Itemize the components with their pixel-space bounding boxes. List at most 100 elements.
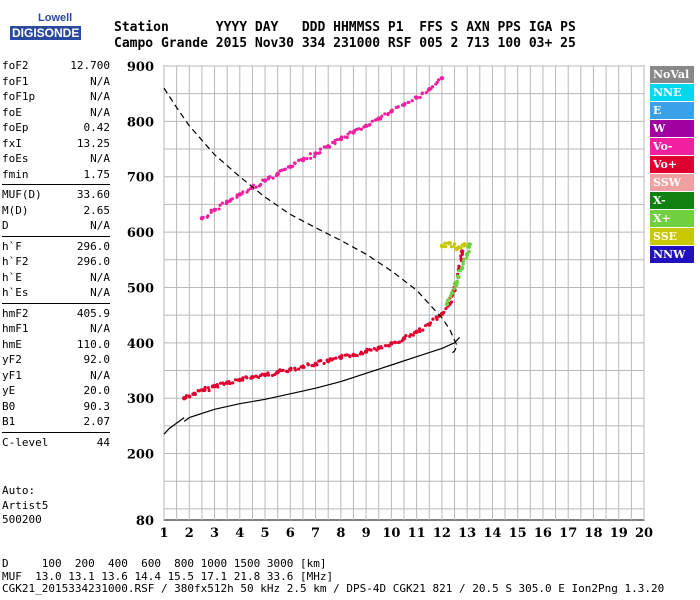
trace-point <box>201 215 205 219</box>
y-tick-label: 400 <box>127 337 154 352</box>
trace-point <box>266 373 271 377</box>
param-row: foEp 0.42 <box>2 120 110 136</box>
x-tick-label: 16 <box>534 526 552 541</box>
trace-point <box>361 352 365 356</box>
param-row: hmE 110.0 <box>2 337 110 353</box>
trace-point <box>380 114 384 118</box>
param-value: N/A <box>90 105 110 119</box>
x-tick-label: 19 <box>610 526 628 541</box>
trace-point <box>275 171 280 177</box>
trace-point <box>318 147 323 151</box>
param-row: foF1 N/A <box>2 74 110 90</box>
trace-point <box>439 75 445 81</box>
param-name: hmF2 <box>2 306 29 320</box>
x-tick-label: 15 <box>509 526 527 541</box>
legend-item-x-: X+ <box>650 210 694 227</box>
param-value: 296.0 <box>76 239 110 253</box>
param-name: h`E <box>2 270 22 284</box>
legend-item-sse: SSE <box>650 228 694 245</box>
trace-point <box>467 242 472 247</box>
legend-item-ssw: SSW <box>650 174 694 191</box>
trace-point <box>220 201 225 205</box>
auto-line3: 500200 <box>2 513 42 526</box>
trace-point <box>436 78 441 82</box>
trace-point <box>370 119 374 123</box>
trace-point <box>207 388 211 393</box>
trace-point <box>256 375 261 380</box>
param-value: N/A <box>90 286 110 299</box>
trace-point <box>348 354 352 359</box>
trace-point <box>233 378 238 382</box>
station-header: Station YYYY DAY DDD HHMMSS P1 FFS S AXN… <box>114 20 576 52</box>
trace-point <box>441 244 446 249</box>
param-row: h`Es N/A <box>2 285 110 301</box>
trace-point <box>328 145 332 149</box>
trace-point <box>241 376 245 380</box>
param-value: N/A <box>90 74 110 88</box>
legend-item-e: E <box>650 102 694 119</box>
param-row: foF1p N/A <box>2 89 110 105</box>
param-value: N/A <box>90 152 110 165</box>
trace-point <box>245 376 249 380</box>
trace-point <box>467 249 471 254</box>
trace-point <box>409 333 413 337</box>
param-row: D N/A <box>2 218 110 234</box>
header-row1: Station YYYY DAY DDD HHMMSS P1 FFS S AXN… <box>114 20 576 35</box>
x-tick-label: 13 <box>458 526 476 541</box>
trace-point <box>435 80 439 84</box>
trace-point <box>251 183 255 187</box>
auto-line2: Artist5 <box>2 498 49 512</box>
param-row: foEs N/A <box>2 151 110 167</box>
trace-point <box>444 301 450 307</box>
param-name: C-level <box>2 435 49 449</box>
param-value: 90.3 <box>83 399 111 413</box>
y-tick-label: 200 <box>127 448 154 463</box>
trace-point <box>450 290 454 294</box>
param-row: h`F2 296.0 <box>2 254 110 270</box>
trace-point <box>356 127 361 131</box>
trace-point <box>228 381 232 386</box>
muf-row: MUF 13.0 13.1 13.6 14.4 15.5 17.1 21.8 3… <box>2 569 334 583</box>
legend-item-x-: X- <box>650 192 694 209</box>
trace-point <box>206 214 210 218</box>
param-name: yF2 <box>2 353 22 366</box>
legend-item-w: W <box>650 120 694 137</box>
param-value: N/A <box>90 270 110 284</box>
trace-point <box>398 340 402 344</box>
param-name: yE <box>2 384 16 397</box>
trace-point <box>401 336 407 341</box>
trace-point <box>241 190 245 194</box>
x-tick-label: 11 <box>408 526 426 541</box>
param-value: N/A <box>90 368 110 382</box>
param-row: MUF(D) 33.60 <box>2 187 110 203</box>
trace-point <box>411 333 415 337</box>
line-underside <box>163 417 185 435</box>
trace-point <box>452 244 456 248</box>
x-tick-label: 2 <box>185 526 194 541</box>
line-model <box>163 87 458 356</box>
trace-point <box>365 347 369 351</box>
param-row: hmF1 N/A <box>2 321 110 337</box>
trace-point <box>246 188 250 192</box>
trace-point <box>268 175 272 179</box>
param-name: h`F2 <box>2 255 29 268</box>
trace-point <box>455 283 459 287</box>
trace-point <box>297 158 301 162</box>
trace-point <box>403 101 407 106</box>
param-value: 1.75 <box>83 167 111 181</box>
trace-point <box>383 343 388 348</box>
x-tick-label: 5 <box>261 526 270 541</box>
trace-point <box>283 167 287 171</box>
param-value: 12.700 <box>70 59 110 72</box>
x-tick-label: 4 <box>235 526 244 541</box>
param-name: D <box>2 219 9 232</box>
param-value: 92.0 <box>83 353 111 366</box>
file-info-row: CGK21_2015334231000.RSF / 380fx512h 50 k… <box>2 582 665 595</box>
legend: NoVal NNE E W Vo- Vo+ SSW X- X+ SSE NNW <box>650 66 694 264</box>
trace-point <box>452 287 456 291</box>
logo-line2: DIGISONDE <box>10 26 82 40</box>
trace-point <box>217 207 221 211</box>
trace-point <box>396 105 400 109</box>
trace-point <box>222 382 226 386</box>
trace-point <box>434 315 438 319</box>
